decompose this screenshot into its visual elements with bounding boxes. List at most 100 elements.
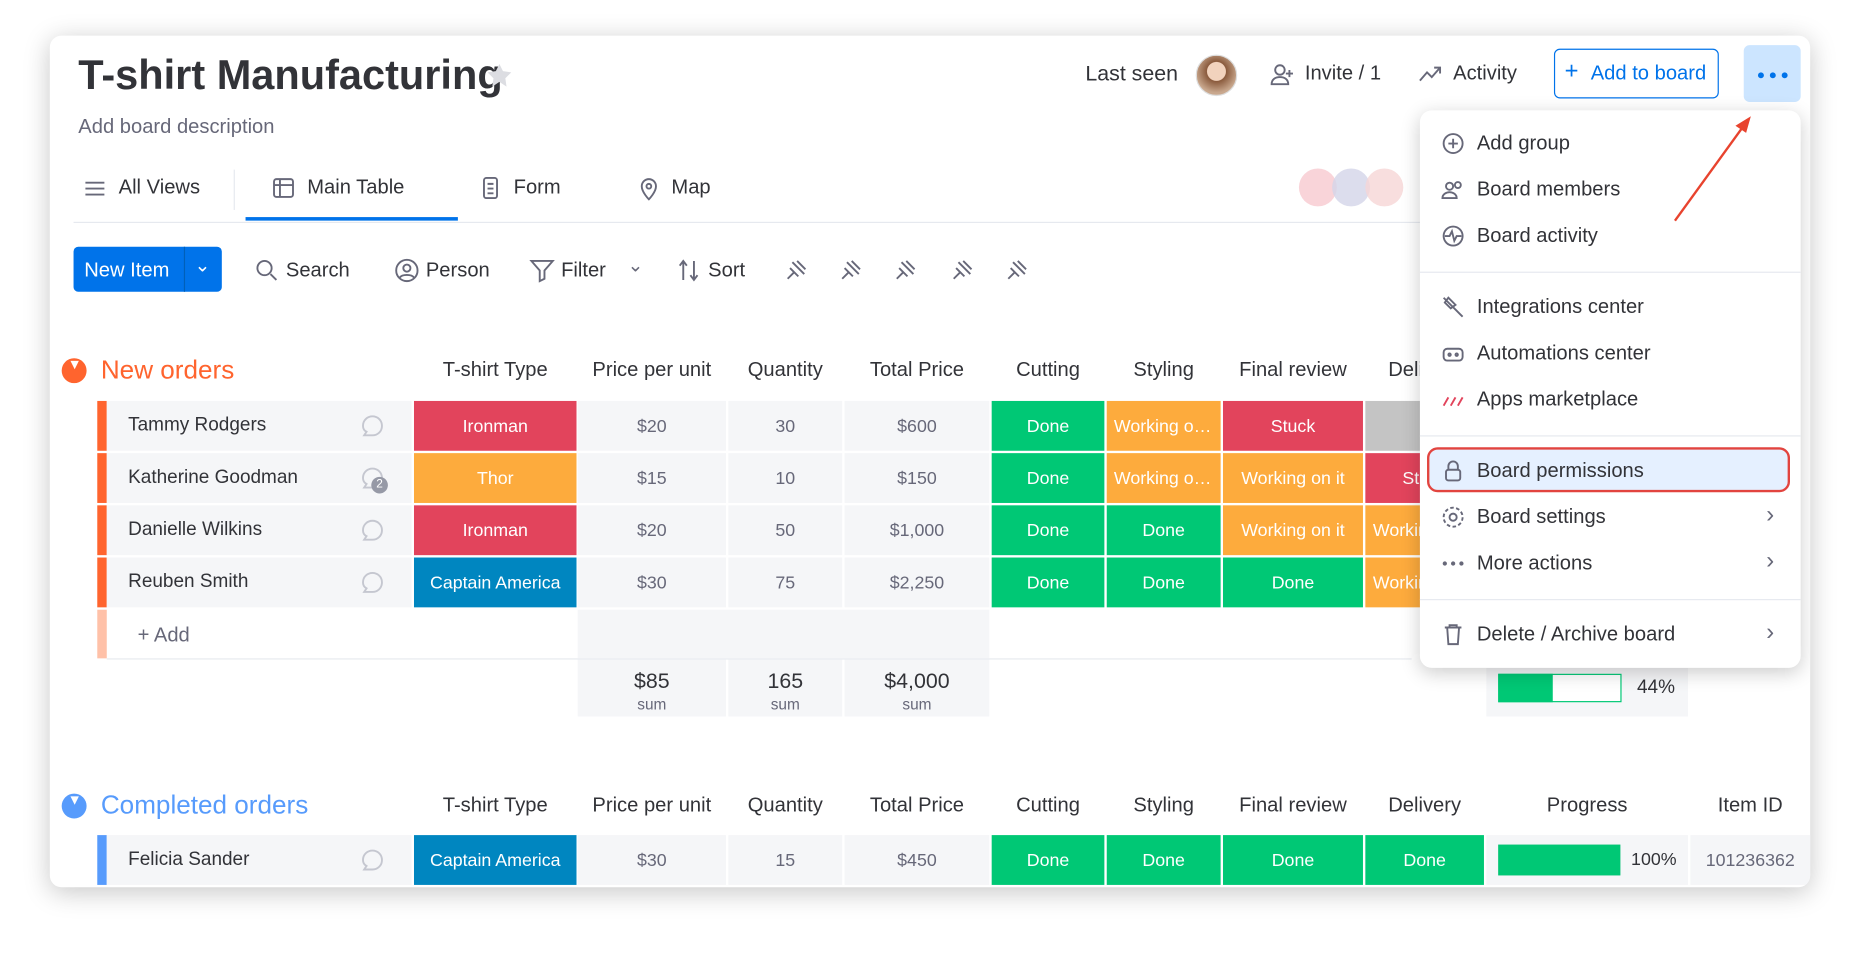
new-item[interactable]: New Item: [84, 258, 170, 282]
table-cell[interactable]: Captain America: [413, 835, 577, 885]
table-cell[interactable]: Ironman: [413, 505, 577, 556]
view-tab[interactable]: All Views: [118, 175, 201, 199]
table-cell: $20: [577, 400, 726, 451]
add-to-board-plus: +: [1564, 58, 1579, 85]
menu-icon: [1440, 550, 1466, 576]
item-name[interactable]: Felicia Sander: [128, 849, 250, 870]
new-item-button[interactable]: [73, 246, 222, 292]
column-header: Final review: [1239, 793, 1347, 817]
menu-item[interactable]: Delete / Archive board: [1476, 622, 1676, 646]
table-cell[interactable]: Working on it: [1222, 453, 1363, 503]
table-cell[interactable]: Ironman: [413, 400, 577, 451]
table-cell[interactable]: Done: [991, 505, 1105, 556]
cell-text: Ironman: [462, 415, 528, 436]
row-color-bar: [97, 505, 107, 556]
table-cell: 15: [728, 835, 843, 885]
cell-text: Captain America: [429, 849, 561, 871]
view-tab[interactable]: Map: [671, 175, 711, 199]
menu-item[interactable]: Apps marketplace: [1476, 387, 1639, 411]
item-name[interactable]: Reuben Smith: [128, 571, 249, 592]
menu-item[interactable]: Board settings: [1476, 505, 1606, 528]
column-header: Delivery: [1388, 793, 1462, 817]
column-header: Quantity: [747, 793, 823, 817]
group-title[interactable]: New orders: [100, 354, 235, 385]
cell-text: $20: [636, 520, 667, 541]
table-cell: 10: [728, 453, 843, 503]
table-cell[interactable]: Done: [1106, 835, 1221, 885]
activity[interactable]: Activity: [1453, 61, 1517, 85]
summary-value: $85: [633, 669, 670, 693]
invite[interactable]: Invite / 1: [1304, 61, 1382, 85]
table-cell[interactable]: Done: [1106, 505, 1221, 556]
column-header: Styling: [1133, 793, 1194, 817]
row-name-cell: [106, 453, 412, 503]
table-cell[interactable]: Done: [1106, 557, 1221, 608]
menu-item[interactable]: Board activity: [1476, 224, 1598, 247]
menu-item[interactable]: Automations center: [1476, 341, 1651, 365]
add-to-board[interactable]: Add to board: [1590, 61, 1707, 85]
table-cell[interactable]: Done: [1222, 557, 1363, 608]
menu-item[interactable]: More actions: [1476, 551, 1593, 575]
cell-text: 75: [775, 572, 796, 593]
cell-text: Done: [1026, 415, 1070, 436]
menu-divider: [1419, 435, 1801, 437]
toolbar-button[interactable]: Sort: [708, 258, 746, 282]
integration-badge: [1332, 168, 1371, 207]
add-item[interactable]: + Add: [137, 623, 190, 647]
menu-icon: [1440, 177, 1466, 203]
dot: [1757, 72, 1764, 79]
table-cell[interactable]: Done: [991, 557, 1105, 608]
cell-text: Done: [1403, 849, 1446, 871]
table-cell[interactable]: Stuck: [1222, 400, 1363, 451]
menu-item[interactable]: Integrations center: [1476, 295, 1644, 318]
menu-item[interactable]: Add group: [1476, 131, 1570, 155]
menu-chevron: ›: [1766, 501, 1775, 528]
add-row-gray: [577, 609, 990, 659]
menu-chevron: ›: [1766, 619, 1775, 646]
table-cell: $150: [844, 453, 990, 503]
toolbar-icon: [254, 257, 280, 283]
view-tab[interactable]: Main Table: [307, 175, 405, 199]
summary-label: sum: [902, 695, 932, 713]
table-cell[interactable]: Captain America: [413, 557, 577, 608]
toolbar-button[interactable]: Filter: [561, 258, 606, 282]
table-cell[interactable]: Working on it: [1106, 453, 1221, 503]
add-to-board-button[interactable]: [1553, 48, 1719, 99]
cell-text: 101236362: [1705, 849, 1795, 871]
cell-text: Done: [1142, 572, 1185, 593]
toolbar-button[interactable]: Search: [285, 258, 350, 282]
table-cell[interactable]: Thor: [413, 453, 577, 503]
table-cell[interactable]: Done: [1222, 835, 1363, 885]
row-color-bar: [97, 400, 107, 451]
cell-text: Working on it: [1241, 467, 1345, 489]
last-seen: Last seen: [1085, 61, 1178, 86]
column-header: Cutting: [1016, 358, 1080, 381]
integration-badge: [1298, 168, 1337, 207]
table-cell[interactable]: Done: [991, 400, 1105, 451]
table-cell[interactable]: Done: [991, 453, 1105, 503]
cell-text: Working on it: [1113, 467, 1218, 489]
menu-item[interactable]: Board permissions: [1476, 459, 1644, 482]
view-tab[interactable]: Form: [513, 175, 561, 199]
group-toggle-caret: ▼: [67, 355, 82, 373]
item-name[interactable]: Katherine Goodman: [128, 467, 298, 488]
toolbar-icon: [783, 257, 809, 283]
table-cell[interactable]: Working on it: [1222, 505, 1363, 556]
toolbar-icon: [949, 257, 975, 283]
menu-item[interactable]: Board members: [1476, 177, 1621, 201]
toolbar-button[interactable]: Person: [425, 258, 490, 282]
table-cell[interactable]: Done: [1365, 835, 1484, 885]
cell-text: Done: [1026, 849, 1070, 871]
view-icon: [83, 176, 109, 202]
menu-icon: [1440, 130, 1466, 156]
item-name[interactable]: Tammy Rodgers: [128, 415, 267, 436]
table-cell[interactable]: Done: [991, 835, 1105, 885]
item-name[interactable]: Danielle Wilkins: [128, 519, 263, 540]
group-title[interactable]: Completed orders: [100, 790, 309, 820]
avatar: [1195, 54, 1238, 97]
cell-text: Done: [1142, 849, 1185, 871]
menu-highlight[interactable]: [1427, 447, 1791, 493]
table-cell[interactable]: Working on it: [1106, 400, 1221, 451]
menu-divider: [1419, 599, 1801, 601]
